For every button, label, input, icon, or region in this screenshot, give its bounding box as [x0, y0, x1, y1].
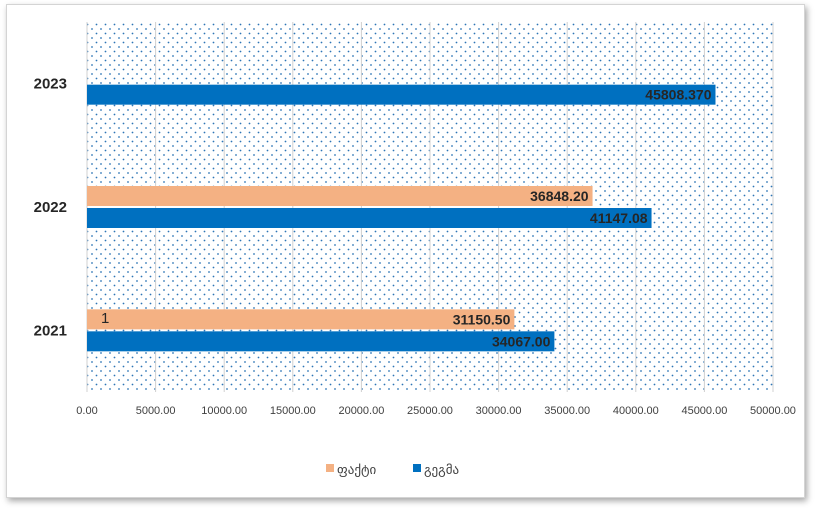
legend: ფაქტი გეგმა	[326, 463, 459, 478]
bar-plan-2023	[87, 84, 716, 105]
bar-fact-2022	[87, 186, 593, 206]
gridlines	[86, 22, 774, 392]
x-tick-label: 20000.00	[338, 405, 384, 417]
legend-label-0: ფაქტი	[337, 463, 377, 478]
bar-plan-2021	[87, 331, 555, 352]
x-tick-label: 35000.00	[544, 405, 590, 417]
x-tick-label: 50000.00	[750, 405, 796, 417]
data-label: 45808.370	[645, 87, 711, 103]
x-tick-label: 40000.00	[613, 405, 659, 417]
category-label-2023: 2023	[34, 76, 67, 93]
legend-swatch-1	[413, 464, 421, 472]
x-tick-label: 0.00	[76, 405, 97, 417]
legend-label-1: გეგმა	[424, 463, 459, 478]
x-axis-tick-labels: 0.00 5000.00 10000.00 15000.00 20000.00 25000…	[76, 405, 796, 417]
x-tick-label: 45000.00	[681, 405, 727, 417]
data-label: 36848.20	[530, 188, 589, 204]
bar-fact-2021	[87, 309, 515, 330]
x-tick-label: 5000.00	[136, 405, 176, 417]
category-label-2021: 2021	[34, 322, 67, 339]
legend-swatch-0	[326, 464, 334, 472]
bars	[87, 84, 716, 352]
x-tick-label: 30000.00	[476, 405, 522, 417]
data-label: 41147.08	[590, 210, 648, 226]
x-tick-label: 10000.00	[201, 405, 247, 417]
category-labels: 2021 2022 2023	[34, 76, 67, 340]
annotation-text: 1	[101, 310, 109, 327]
data-label: 34067.00	[492, 333, 551, 349]
x-tick-label: 15000.00	[270, 405, 316, 417]
category-label-2022: 2022	[34, 199, 67, 216]
x-tick-label: 25000.00	[407, 405, 453, 417]
data-label: 31150.50	[453, 311, 511, 327]
bar-plan-2022	[87, 208, 652, 228]
